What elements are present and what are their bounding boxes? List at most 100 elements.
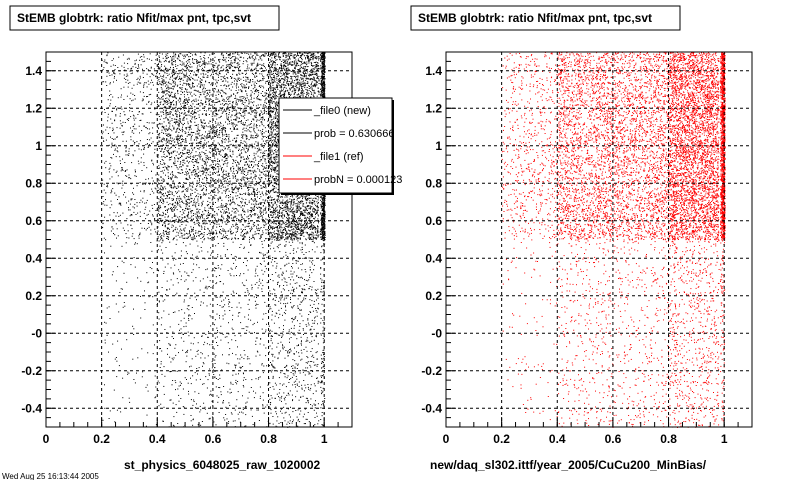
left-point xyxy=(248,139,250,141)
left-point xyxy=(170,159,172,161)
left-point xyxy=(272,199,274,201)
left-point xyxy=(270,165,272,166)
left-point xyxy=(158,135,160,137)
left-point xyxy=(209,174,211,176)
left-point xyxy=(139,59,141,61)
left-point xyxy=(286,236,288,238)
left-point xyxy=(172,81,174,83)
left-point xyxy=(137,212,139,214)
left-point xyxy=(294,96,296,98)
left-point xyxy=(275,167,276,169)
left-point xyxy=(186,103,188,105)
left-point xyxy=(103,61,105,63)
left-point xyxy=(264,105,266,107)
left-point xyxy=(238,150,239,151)
left-point xyxy=(308,208,310,210)
left-point xyxy=(284,239,285,241)
left-point xyxy=(228,63,230,65)
left-point xyxy=(168,228,170,230)
left-point xyxy=(110,94,112,95)
left-point xyxy=(312,210,314,212)
left-point xyxy=(242,199,244,201)
left-point xyxy=(269,106,270,108)
left-point xyxy=(173,126,175,128)
left-point xyxy=(235,224,237,226)
left-point xyxy=(131,198,133,200)
left-point xyxy=(186,165,188,167)
left-point xyxy=(287,73,289,75)
left-point xyxy=(168,215,169,217)
left-point xyxy=(228,67,230,69)
left-point xyxy=(164,68,166,70)
left-point xyxy=(183,229,185,231)
left-point xyxy=(313,92,315,94)
left-point xyxy=(173,100,174,102)
left-point xyxy=(125,150,127,152)
left-point xyxy=(238,214,240,216)
left-point xyxy=(134,199,136,200)
left-point xyxy=(110,65,112,67)
left-point xyxy=(277,224,279,226)
left-point xyxy=(264,102,266,104)
left-point xyxy=(314,71,316,73)
left-point xyxy=(105,239,107,241)
left-point xyxy=(185,208,186,210)
left-point xyxy=(313,76,315,78)
left-point xyxy=(273,53,275,55)
left-point xyxy=(294,238,296,240)
left-point xyxy=(235,215,237,217)
left-point xyxy=(278,74,280,76)
left-point xyxy=(150,233,152,235)
left-point xyxy=(238,154,240,156)
left-point xyxy=(124,69,126,71)
left-point xyxy=(179,83,181,85)
left-point xyxy=(271,198,273,200)
left-point xyxy=(295,85,297,87)
left-point xyxy=(194,198,195,200)
left-point xyxy=(204,229,206,230)
left-point xyxy=(271,197,273,198)
left-point xyxy=(274,208,276,210)
left-point xyxy=(294,222,296,224)
left-point xyxy=(145,144,147,146)
left-point xyxy=(175,215,177,217)
left-point xyxy=(293,71,295,73)
left-point xyxy=(164,221,166,223)
left-point xyxy=(261,215,263,216)
left-point xyxy=(317,230,319,232)
left-point xyxy=(314,54,316,56)
left-point xyxy=(204,127,206,129)
left-point xyxy=(218,223,220,225)
left-point xyxy=(261,202,263,203)
left-point xyxy=(196,79,198,81)
left-point xyxy=(301,67,303,69)
left-point xyxy=(187,83,189,85)
left-point xyxy=(199,78,201,80)
left-point xyxy=(170,93,172,95)
left-point xyxy=(252,158,254,160)
left-point xyxy=(284,201,286,203)
left-point xyxy=(271,60,273,62)
left-point xyxy=(165,192,166,194)
left-point xyxy=(235,179,237,181)
left-point xyxy=(277,237,279,239)
left-point xyxy=(226,207,228,209)
left-point xyxy=(217,142,219,144)
left-point xyxy=(147,223,149,224)
left-point xyxy=(313,78,315,80)
left-point xyxy=(291,239,293,241)
left-point xyxy=(269,236,271,237)
left-point xyxy=(294,217,296,219)
left-point xyxy=(305,239,307,241)
left-point xyxy=(304,228,306,230)
left-point xyxy=(158,174,160,176)
left-point xyxy=(166,196,168,198)
left-point xyxy=(248,200,250,202)
left-point xyxy=(238,197,240,199)
left-point xyxy=(179,157,181,158)
left-point xyxy=(214,121,216,123)
left-point xyxy=(167,195,169,197)
left-point xyxy=(283,95,285,97)
left-point xyxy=(179,81,181,83)
left-point xyxy=(315,238,317,240)
